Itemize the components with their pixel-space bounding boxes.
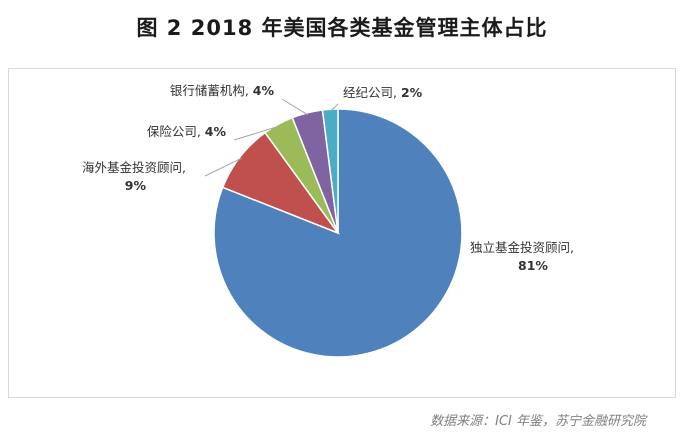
leader-line-4: [329, 103, 339, 112]
data-label-2: 保险公司, 4%: [147, 124, 227, 139]
data-label-name-3: 银行储蓄机构,: [170, 83, 253, 98]
data-label-name-1: 海外基金投资顾问,: [82, 160, 186, 175]
leader-line-3: [281, 98, 308, 116]
data-label-value-2: 4%: [205, 124, 227, 139]
data-label-0: 独立基金投资顾问, 81%: [470, 240, 574, 273]
data-label-value-0: 81%: [518, 258, 548, 273]
chart-frame: [8, 68, 676, 398]
leader-lines: [204, 98, 339, 177]
pie-slice-0: [213, 108, 463, 358]
data-label-4: 经纪公司, 2%: [343, 85, 423, 100]
leader-line-1: [204, 157, 242, 177]
pie-slice-4: [321, 108, 339, 234]
data-label-name-0: 独立基金投资顾问,: [470, 240, 574, 255]
data-label-name-4: 经纪公司,: [343, 85, 401, 100]
pie-slices: [213, 108, 463, 358]
chart-title: 图 2 2018 年美国各类基金管理主体占比: [136, 16, 548, 40]
data-label-3: 银行储蓄机构, 4%: [170, 83, 275, 98]
data-labels: 独立基金投资顾问, 81%海外基金投资顾问, 9%保险公司, 4%银行储蓄机构, 4…: [82, 83, 574, 273]
data-label-name-2: 保险公司,: [147, 124, 205, 139]
data-source-note: 数据来源：ICI 年鉴，苏宁金融研究院: [430, 414, 646, 429]
data-label-value-4: 2%: [401, 85, 423, 100]
data-label-value-1: 9%: [125, 178, 147, 193]
data-label-1: 海外基金投资顾问, 9%: [82, 160, 186, 193]
leader-line-2: [233, 125, 280, 141]
data-label-value-3: 4%: [253, 83, 275, 98]
